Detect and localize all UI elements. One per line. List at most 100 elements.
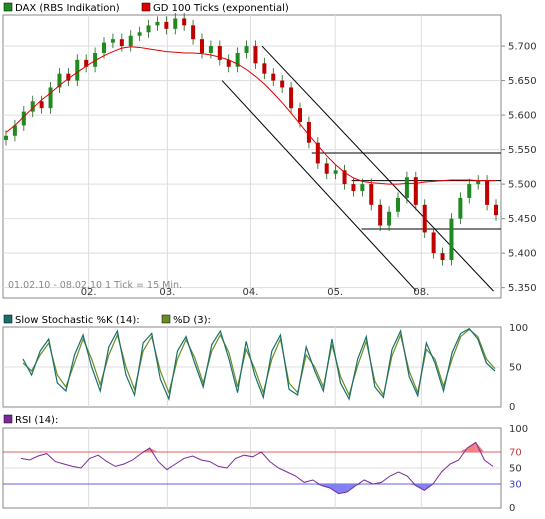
candle-body [360, 184, 365, 192]
candle-body [324, 163, 329, 174]
price-y-tick-label: 5.350 [508, 283, 537, 294]
candle-body [458, 197, 463, 219]
rsi-legend-swatch [3, 414, 13, 424]
stoch-d-legend-label: %D (3): [173, 315, 211, 326]
price-grid [3, 15, 501, 298]
candle-body [3, 135, 9, 140]
candle-body [84, 59, 89, 67]
candle-body [476, 180, 481, 185]
stoch-k-legend-swatch [3, 314, 13, 324]
candle-body [387, 211, 392, 226]
price-panel [2, 14, 502, 299]
stoch-d-line [22, 328, 496, 397]
candle-body [271, 73, 276, 81]
price-y-tick-label: 5.700 [508, 42, 537, 53]
candle-body [369, 184, 374, 205]
candle-body [12, 125, 17, 136]
stoch-k-legend-label: Slow Stochastic %K (14): [15, 315, 140, 326]
price-y-tick-label: 5.450 [508, 214, 537, 225]
price-x-tick-label: 03. [159, 287, 175, 298]
dax-legend-label: DAX (RBS Indikation) [15, 3, 120, 14]
candle-body [30, 101, 35, 112]
candle-body [493, 204, 499, 216]
rsi-oversold-fill [407, 484, 416, 486]
rsi-y-tick-label: 70 [509, 448, 522, 459]
price-y-tick-label: 5.400 [508, 249, 537, 260]
rsi-oversold-fill [338, 484, 348, 494]
candle-body [342, 170, 347, 185]
candle-body [137, 32, 142, 36]
candle-body [262, 63, 267, 74]
candle-body [422, 204, 427, 233]
candle-body [191, 25, 196, 40]
candle-body [289, 87, 294, 109]
candle-body [217, 46, 222, 60]
rsi-y-tick-label: 100 [509, 424, 528, 435]
candle-body [21, 111, 26, 126]
dax-legend-swatch [3, 2, 13, 12]
candle-body [378, 204, 383, 226]
candle-body [235, 52, 240, 67]
ema-line [5, 46, 496, 185]
candle-body [66, 73, 71, 81]
rsi-y-tick-label: 0 [509, 503, 515, 514]
rsi-y-tick-label: 50 [509, 464, 522, 475]
price-x-axis: 02. 03. 04. 05. 08. [81, 287, 430, 298]
stoch-y-tick-label: 50 [509, 363, 522, 374]
price-legend: DAX (RBS Indikation) GD 100 Ticks (expon… [3, 2, 289, 14]
candle-body [413, 177, 418, 205]
price-x-tick-label: 04. [243, 287, 259, 298]
candle-body [182, 18, 187, 26]
rsi-overbought-fill [467, 442, 476, 452]
candle-body [449, 218, 454, 261]
candle-body [101, 42, 107, 53]
trend-channel [221, 45, 494, 292]
candle-body [48, 87, 53, 109]
price-x-tick-label: 08. [413, 287, 429, 298]
candle-body [57, 73, 62, 88]
stoch-y-tick-label: 100 [509, 323, 528, 334]
price-candles [3, 12, 499, 266]
candle-body [208, 46, 213, 53]
price-y-tick-label: 5.550 [508, 145, 537, 156]
rsi-overbought-fill [475, 442, 485, 452]
candle-body [75, 59, 80, 81]
stoch-y-axis: 100 50 0 [509, 323, 528, 413]
candle-body [119, 39, 124, 47]
rsi-legend: RSI (14): [3, 414, 58, 426]
candle-body [226, 59, 231, 67]
stoch-d-legend-swatch [161, 314, 171, 324]
candle-body [315, 142, 320, 164]
candle-body [431, 232, 436, 254]
ema-legend-swatch [141, 2, 151, 12]
candle-body [440, 253, 445, 261]
ema-legend-label: GD 100 Ticks (exponential) [153, 3, 289, 14]
price-x-tick-label: 02. [81, 287, 97, 298]
rsi-fills [141, 442, 485, 494]
candle-body [155, 21, 160, 26]
candle-body [485, 180, 490, 205]
candle-body [333, 170, 338, 174]
candle-body [128, 35, 133, 47]
channel-lower-line [221, 80, 417, 292]
candle-body [467, 184, 472, 198]
candle-body [146, 25, 151, 33]
stoch-y-tick-label: 0 [509, 402, 515, 413]
stoch-grid [3, 327, 501, 407]
candle-body [297, 108, 303, 122]
candle-body [306, 121, 311, 143]
rsi-legend-label: RSI (14): [15, 415, 58, 426]
candle-body [39, 101, 44, 109]
rsi-line [20, 441, 494, 495]
candle-body [199, 39, 205, 53]
candle-body [253, 46, 258, 64]
candle-body [395, 197, 401, 212]
rsi-y-tick-label: 30 [509, 480, 522, 491]
candle-body [110, 39, 115, 43]
channel-upper-line [261, 45, 494, 292]
price-y-axis: 5.700 5.650 5.600 5.550 5.500 5.450 5.400 5.350 [501, 42, 537, 294]
candle-body [404, 177, 409, 198]
rsi-y-axis: 100 70 50 30 0 [509, 424, 528, 514]
